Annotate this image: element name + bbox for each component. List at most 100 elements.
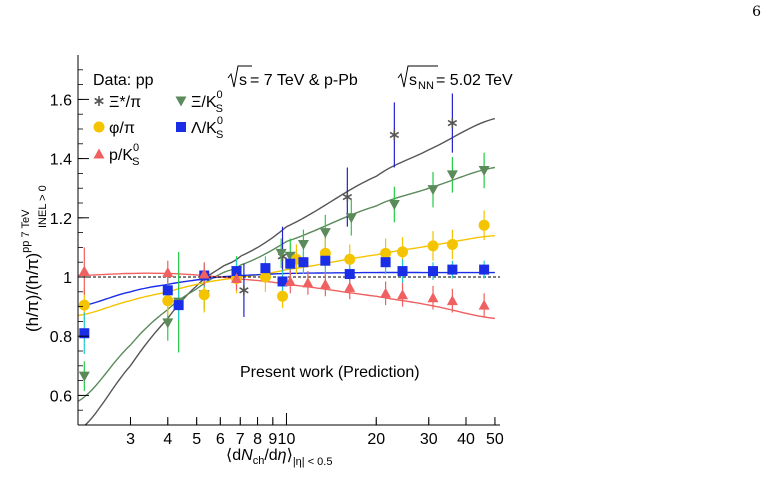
svg-text:INEL > 0: INEL > 0	[37, 185, 49, 228]
x-tick-label-2: 5	[192, 431, 201, 448]
marker-s0-p2	[342, 192, 353, 203]
y-axis-label: (h/π)/(h/π)pp 7 TeV INEL > 0	[20, 185, 49, 332]
marker-s1-p9	[345, 213, 357, 224]
title-mid: = 7 TeV & p-Pb	[250, 72, 358, 89]
marker-s2-p0	[78, 299, 90, 311]
x-tick-label-10: 40	[457, 431, 475, 448]
curve-series-1	[78, 166, 496, 402]
marker-s4-p10	[427, 292, 439, 303]
marker-s2-p11	[427, 240, 439, 252]
marker-s3-p10	[344, 269, 355, 280]
marker-s3-p5	[260, 263, 271, 274]
marker-s4-p1	[162, 267, 174, 278]
svg-text:⟨dNch/dη⟩|η| < 0.5: ⟨dNch/dη⟩|η| < 0.5	[226, 447, 332, 468]
marker-s3-p8	[298, 257, 309, 268]
x-tick-label-11: 50	[486, 431, 504, 448]
legend: Ξ*/π Ξ/K0 S φ/π Λ/K0 S p/K0 S	[93, 89, 223, 168]
svg-text:(h/π)/(h/π)pp 7 TeV: (h/π)/(h/π)pp 7 TeV	[20, 209, 42, 332]
marker-s1-p0	[78, 371, 90, 382]
marker-s4-p12	[478, 299, 490, 310]
marker-s3-p4	[231, 266, 242, 277]
legend-marker-4	[93, 148, 105, 159]
marker-s2-p13	[478, 219, 490, 231]
x-tick-label-6: 9	[268, 431, 277, 448]
x-tick-label-4: 7	[236, 431, 245, 448]
marker-s4-p6	[319, 278, 331, 289]
y-tick-label-3: 1.2	[50, 211, 72, 228]
marker-s1-p11	[427, 185, 439, 196]
marker-s2-p1	[162, 295, 174, 307]
marker-s2-p5	[277, 290, 289, 302]
legend-label-0: Ξ*/π	[109, 94, 141, 111]
marker-s1-p1	[162, 318, 174, 329]
marker-s1-p12	[446, 170, 458, 181]
data-markers	[78, 118, 490, 382]
marker-s4-p2	[198, 268, 210, 279]
marker-s0-p3	[389, 129, 400, 140]
marker-s1-p8	[319, 228, 331, 239]
marker-s0-p0	[239, 285, 249, 296]
svg-text:Data: pp: Data: pp	[93, 72, 154, 89]
marker-s4-p8	[380, 287, 392, 298]
x-tick-label-3: 6	[216, 431, 225, 448]
legend-label-4: p/K0 S	[109, 142, 139, 168]
y-tick-label-2: 1	[63, 270, 72, 287]
y-tick-label-5: 1.6	[50, 92, 72, 109]
legend-label-3: Λ/K0 S	[191, 115, 223, 141]
marker-s4-p9	[397, 289, 409, 300]
marker-s2-p9	[380, 247, 392, 259]
marker-s0-p4	[447, 118, 458, 129]
title-sqrt1: s	[239, 72, 247, 89]
legend-marker-1	[175, 96, 187, 107]
marker-s3-p1	[162, 285, 173, 296]
marker-s2-p8	[344, 253, 356, 265]
axes: 0.6 0.8 1 1.2 1.4 1.6 3 4 5 6 7 8 9 10 20 30 40 50	[50, 55, 504, 448]
marker-s4-p7	[344, 281, 356, 292]
sqrt-sign-1	[227, 65, 252, 88]
marker-s4-p5	[302, 277, 314, 288]
curve-series-3	[78, 271, 495, 308]
legend-label-1: Ξ/K0 S	[191, 89, 223, 115]
marker-s3-p12	[397, 266, 408, 277]
sqrt-sign-2	[397, 65, 438, 88]
marker-s4-p3	[231, 272, 243, 283]
x-tick-label-9: 30	[420, 431, 438, 448]
x-axis-label: ⟨dNch/dη⟩|η| < 0.5	[226, 447, 332, 468]
model-curves	[78, 117, 496, 425]
x-tick-label-5: 8	[253, 431, 262, 448]
marker-s3-p14	[447, 264, 458, 275]
y-tick-label-4: 1.4	[50, 152, 72, 169]
marker-s3-p9	[320, 255, 331, 266]
curve-series-2	[78, 234, 495, 317]
marker-s3-p2	[173, 300, 184, 311]
marker-s2-p2	[198, 289, 210, 301]
x-tick-label-8: 20	[367, 431, 385, 448]
legend-marker-2	[93, 121, 105, 133]
marker-s3-p6	[277, 276, 288, 287]
x-tick-label-1: 4	[163, 431, 172, 448]
x-tick-label-7: 10	[278, 431, 296, 448]
marker-s2-p4	[259, 271, 271, 283]
marker-s3-p13	[428, 266, 439, 277]
marker-s1-p6	[284, 251, 296, 262]
x-tick-label-0: 3	[126, 431, 135, 448]
title-sqrt2: s	[409, 72, 417, 89]
legend-marker-3	[176, 122, 186, 132]
curve-series-0	[84, 117, 496, 425]
marker-s3-p7	[285, 258, 296, 269]
marker-s3-p11	[380, 257, 391, 268]
y-tick-label-0: 0.6	[50, 388, 72, 405]
marker-s4-p4	[284, 275, 296, 286]
title-prefix: Data: pp	[93, 72, 154, 89]
marker-s4-p11	[446, 295, 458, 306]
marker-s2-p12	[446, 238, 458, 250]
marker-s3-p0	[79, 328, 90, 339]
marker-s1-p10	[388, 199, 400, 210]
y-tick-label-1: 0.8	[50, 329, 72, 346]
chart-title: Data: pp s = 7 TeV & p-Pb s NN = 5.02 Te…	[93, 65, 513, 92]
marker-s1-p5	[275, 248, 287, 259]
marker-s3-p15	[479, 264, 490, 275]
marker-s1-p7	[297, 239, 309, 250]
title-sqrt2-sub: NN	[418, 80, 434, 92]
